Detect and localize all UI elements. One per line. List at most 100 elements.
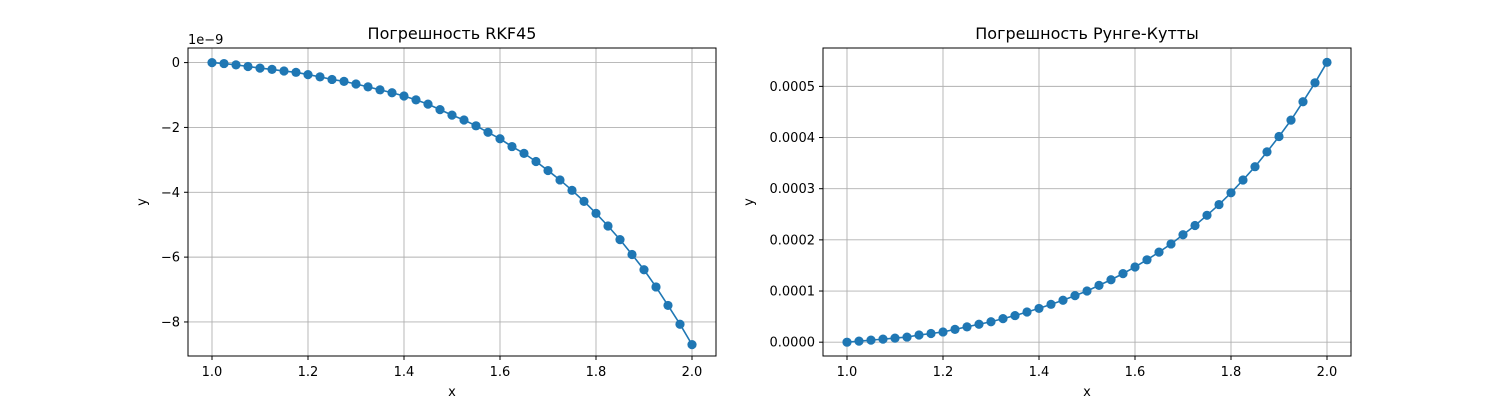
x-tick-label: 1.6 [1125, 365, 1146, 380]
data-point [938, 327, 948, 337]
data-point [483, 127, 493, 137]
x-tick-label: 1.8 [586, 365, 607, 380]
chart-title: Погрешность RKF45 [368, 24, 537, 43]
y-tick-label: 0.0003 [770, 182, 816, 197]
data-point [375, 85, 385, 95]
data-point [255, 63, 265, 73]
data-point [435, 105, 445, 115]
plot-frame [822, 47, 1352, 357]
y-tick-label: −8 [161, 315, 180, 330]
data-point [579, 196, 589, 206]
data-point [231, 60, 241, 70]
data-point [1262, 147, 1272, 157]
x-tick-label: 1.6 [490, 365, 511, 380]
data-point [459, 115, 469, 125]
x-tick-label: 1.8 [1221, 365, 1242, 380]
x-tick-label: 1.4 [1029, 365, 1050, 380]
data-point [591, 208, 601, 218]
data-point [1034, 303, 1044, 314]
data-point [950, 324, 960, 334]
x-tick-label: 1.4 [394, 365, 415, 380]
data-point [447, 110, 457, 120]
data-point [399, 91, 409, 101]
data-point [411, 95, 421, 105]
series-line [211, 61, 693, 346]
chart-title: Погрешность Рунге-Кутты [975, 24, 1198, 43]
data-point [1202, 210, 1212, 220]
data-point [471, 121, 481, 131]
data-point [1238, 175, 1248, 185]
data-point [423, 99, 433, 109]
grid [823, 48, 1351, 356]
x-tick-label: 1.0 [837, 365, 858, 380]
data-point [1130, 262, 1140, 272]
data-point [219, 58, 229, 69]
data-point [315, 72, 325, 82]
data-point [339, 76, 349, 86]
data-point [387, 88, 397, 98]
y-axis-label: y [742, 198, 757, 206]
series-line [846, 61, 1328, 343]
data-point [986, 317, 996, 327]
data-point [890, 333, 900, 343]
data-point [1166, 239, 1176, 249]
data-point [866, 335, 876, 345]
y-offset-label: 1e−9 [188, 33, 223, 48]
axis-ticks: 1.0 1.2 1.4 1.6 1.8 2.0 0.0000 0.0001 0.0002 0.00… [770, 80, 1338, 380]
x-axis-label: x [1083, 385, 1091, 400]
data-point [543, 165, 553, 176]
y-tick-label: 0.0002 [770, 233, 816, 248]
y-tick-label: 0.0001 [770, 285, 816, 300]
data-point [1286, 115, 1296, 125]
data-point [878, 334, 888, 344]
data-point [675, 319, 685, 329]
data-point [1214, 199, 1224, 210]
y-tick-label: 0.0000 [770, 336, 816, 351]
chart-runge-kutta: Погрешность Рунге-Кутты x y 1.0 1.2 1.4 1.6… [742, 24, 1352, 400]
y-tick-label: 0 [172, 56, 180, 71]
data-point [651, 282, 661, 292]
data-point [615, 235, 625, 245]
y-tick-label: 0.0005 [770, 80, 816, 95]
data-point [639, 265, 649, 275]
data-point [1154, 247, 1164, 257]
data-point [687, 340, 697, 350]
data-point [914, 330, 924, 340]
y-tick-label: 0.0004 [770, 131, 816, 146]
data-point [842, 337, 852, 347]
data-series [842, 57, 1332, 347]
x-tick-label: 1.2 [933, 365, 954, 380]
data-point [351, 79, 361, 89]
data-point [519, 148, 529, 158]
x-tick-label: 1.0 [202, 365, 223, 380]
axis-ticks: 1.0 1.2 1.4 1.6 1.8 2.0 0 −2 −4 −6 −8 [161, 56, 703, 380]
data-point [1322, 57, 1332, 67]
x-tick-label: 2.0 [682, 365, 703, 380]
data-point [303, 69, 313, 80]
data-point [926, 328, 936, 339]
data-point [1178, 230, 1188, 240]
data-point [327, 74, 337, 85]
data-point [854, 336, 864, 346]
data-point [507, 141, 517, 152]
data-point [1058, 295, 1068, 305]
data-point [663, 300, 673, 311]
data-point [1082, 286, 1092, 296]
data-point [603, 221, 613, 231]
data-point [1274, 131, 1284, 142]
data-point [243, 61, 253, 72]
x-tick-label: 1.2 [298, 365, 319, 380]
data-point [291, 67, 301, 77]
data-point [1094, 280, 1104, 290]
data-point [1142, 255, 1152, 265]
data-point [974, 319, 984, 329]
data-point [1190, 220, 1200, 231]
data-point [902, 332, 912, 342]
data-point [1106, 275, 1116, 285]
y-tick-label: −2 [161, 121, 180, 136]
data-point [279, 66, 289, 76]
data-point [627, 249, 637, 260]
data-point [567, 185, 577, 195]
data-point [1250, 162, 1260, 172]
